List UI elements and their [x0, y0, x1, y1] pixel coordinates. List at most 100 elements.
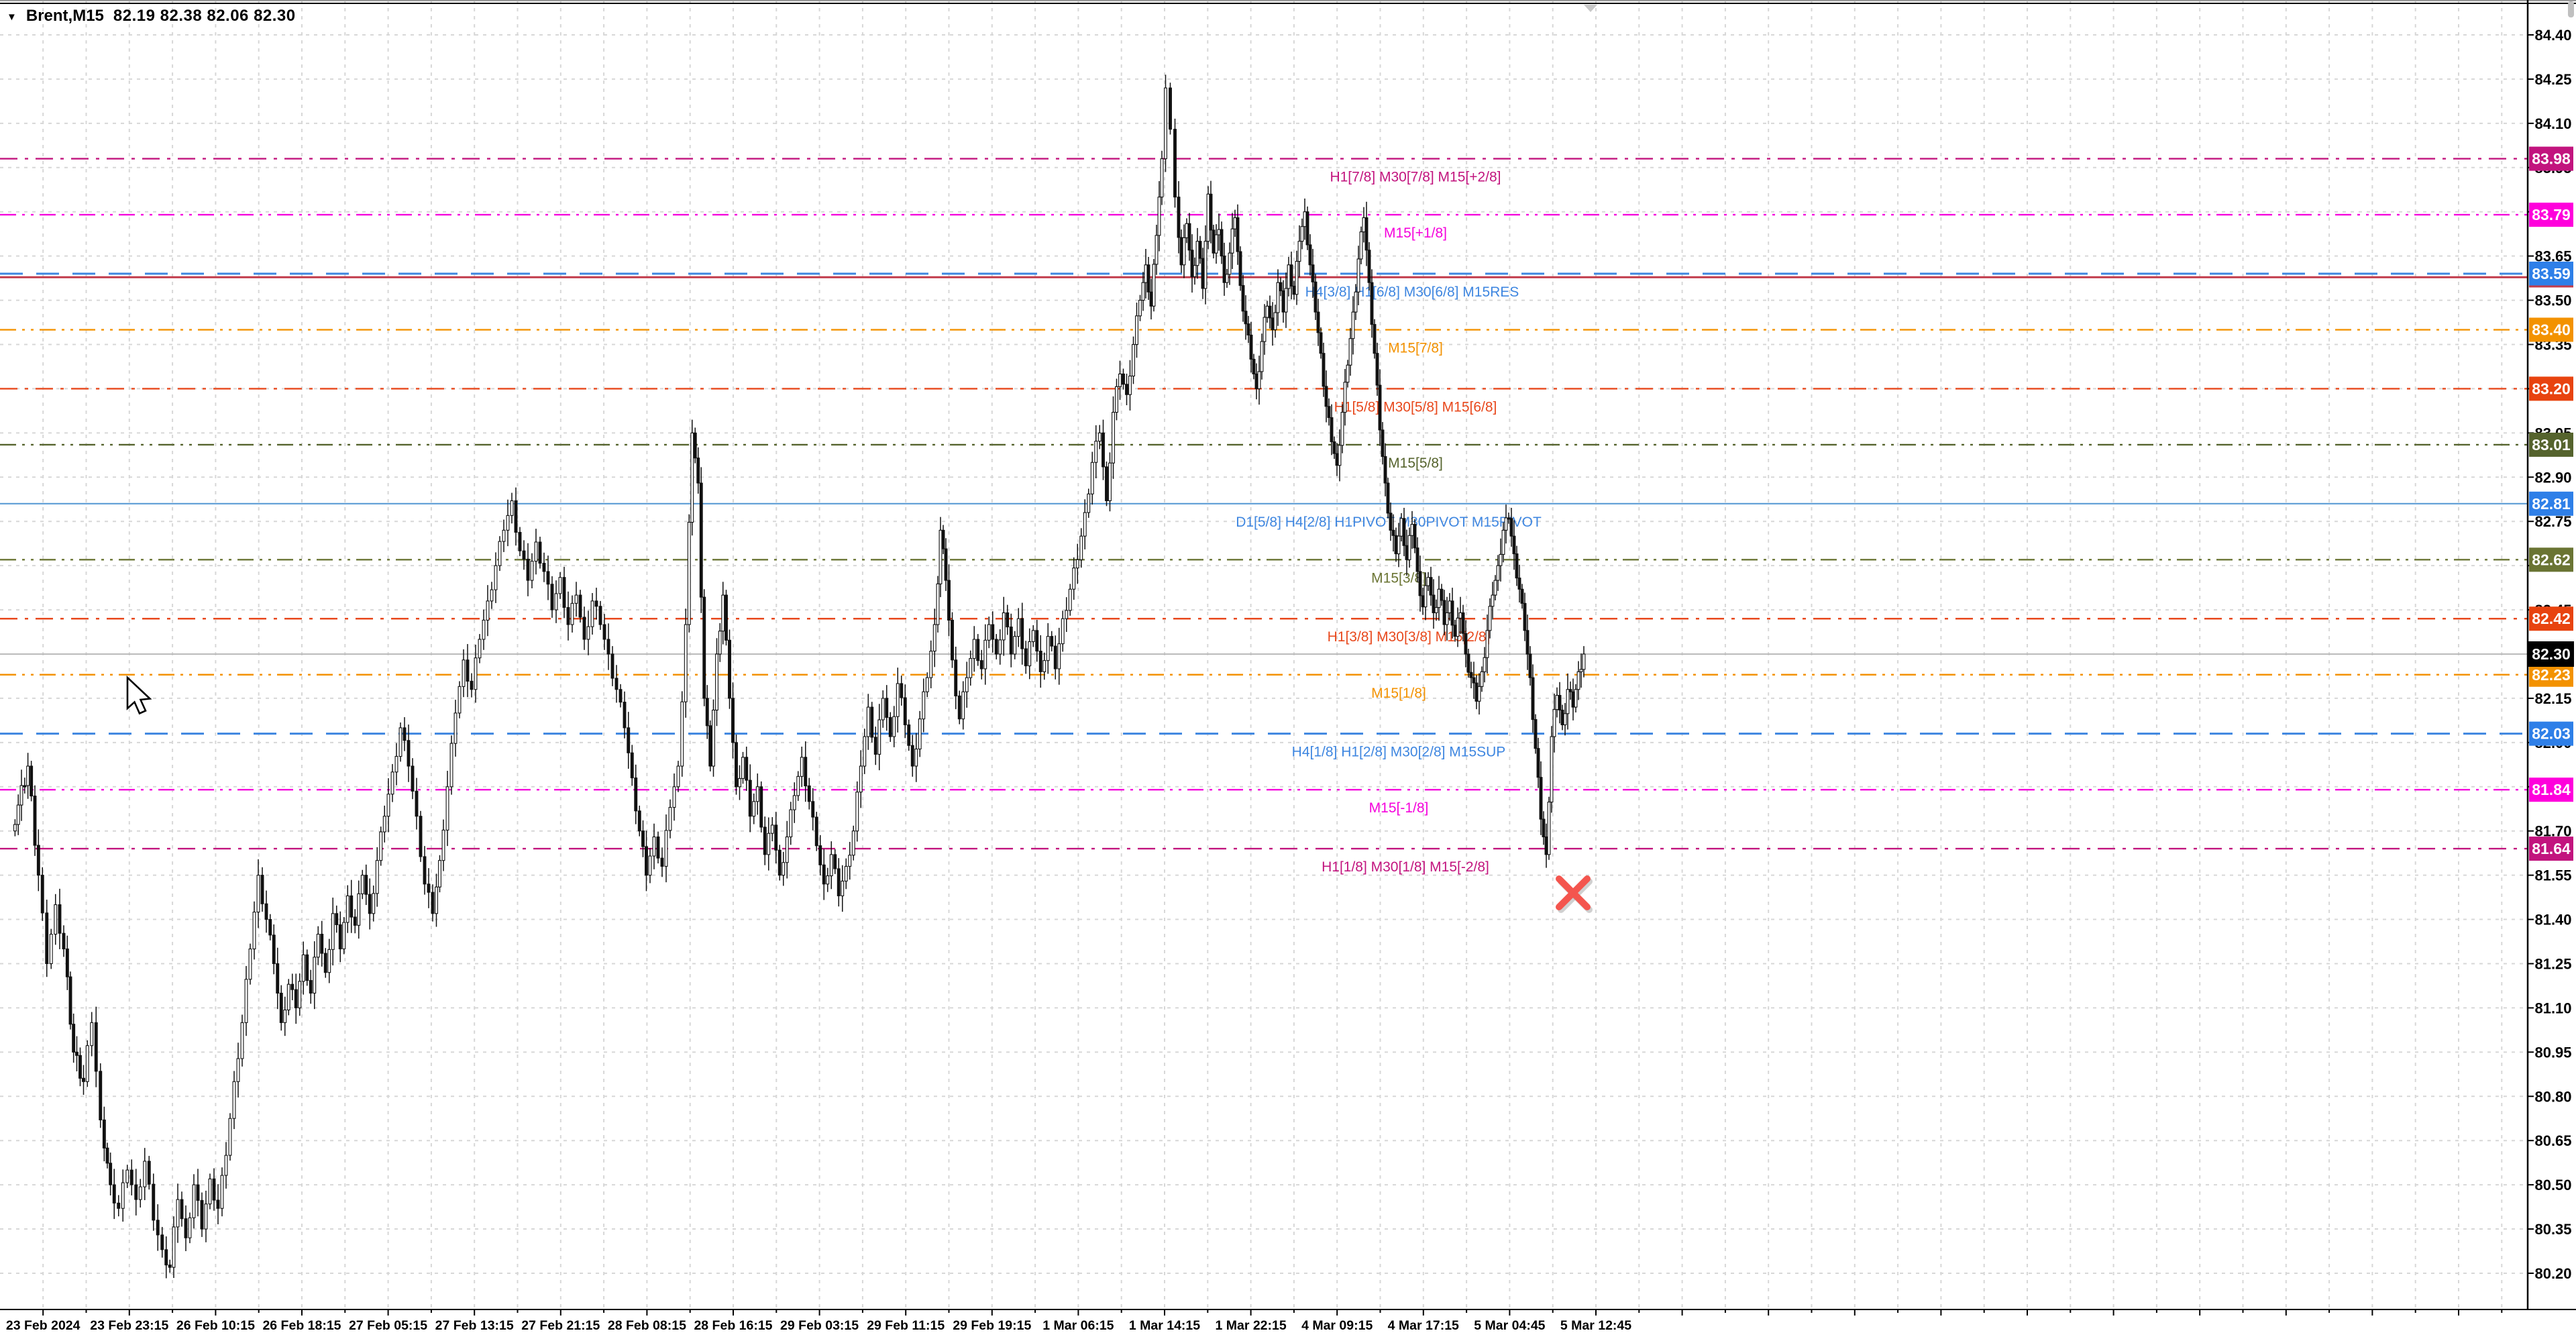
candle-body — [1300, 226, 1304, 242]
candle-body — [770, 824, 774, 834]
candle-body — [94, 1022, 98, 1072]
candle-body — [1493, 580, 1497, 596]
time-tick-label: 1 Mar 22:15 — [1215, 1318, 1286, 1333]
scrollbar-thumb[interactable] — [2568, 1, 2574, 17]
candle-body — [1330, 417, 1334, 443]
candle-body — [1155, 235, 1159, 265]
candle-body — [892, 716, 896, 737]
candle-body — [598, 606, 602, 625]
candle-body — [264, 903, 268, 920]
candle-body — [375, 860, 379, 894]
candle-body — [881, 698, 885, 720]
pivot-label: H4[3/8] H1[6/8] M30[6/8] M15RES — [1305, 284, 1519, 300]
candle-body — [1057, 643, 1061, 670]
candle-body — [1507, 517, 1511, 520]
candle-body — [1381, 429, 1385, 458]
candle-body — [236, 1058, 240, 1082]
candle-body — [152, 1183, 156, 1221]
candle-body — [1418, 571, 1422, 596]
candle-body — [1141, 282, 1145, 301]
price-level-box — [2529, 376, 2573, 401]
candle-body — [1035, 630, 1039, 652]
candle-body — [72, 1024, 76, 1053]
candle-body — [829, 854, 833, 877]
candle-body — [676, 765, 680, 788]
pivot-label: M15[5/8] — [1388, 456, 1443, 471]
price-tick-label: 80.95 — [2534, 1044, 2571, 1061]
candle-body — [1128, 375, 1132, 395]
candle-body — [660, 857, 664, 867]
price-level-box — [2529, 721, 2573, 746]
time-tick-label: 5 Mar 04:45 — [1474, 1318, 1545, 1333]
candle-body — [331, 913, 335, 950]
candle-body — [316, 933, 320, 958]
price-level-box — [2529, 262, 2573, 286]
candle-body — [1118, 373, 1122, 387]
candle-body — [763, 826, 767, 855]
price-level-box — [2529, 146, 2573, 171]
candle-body — [16, 804, 20, 825]
candle-body — [804, 757, 808, 787]
price-level-box-value: 82.03 — [2532, 725, 2571, 743]
candle-body — [502, 529, 506, 542]
candle-body — [1509, 518, 1513, 537]
symbol-period-label: Brent,M15 — [25, 7, 104, 25]
candle-body — [90, 1022, 94, 1047]
candle-body — [49, 933, 53, 965]
candle-body — [1558, 694, 1562, 711]
candle-body — [1362, 217, 1366, 233]
candle-body — [1265, 305, 1269, 318]
candle-body — [652, 836, 656, 857]
candle-body — [372, 893, 376, 914]
ohlc-values: 82.19 82.38 82.06 82.30 — [113, 7, 296, 25]
candle-body — [969, 658, 973, 678]
candle-body — [914, 748, 918, 767]
candle-body — [1386, 482, 1390, 514]
candle-body — [1324, 386, 1328, 407]
candle-body — [200, 1199, 204, 1230]
candle-body — [807, 785, 811, 802]
candle-body — [309, 979, 313, 994]
candle-body — [1568, 689, 1572, 692]
candle-body — [268, 919, 272, 936]
candle-body — [1405, 545, 1409, 560]
candle-body — [327, 949, 331, 973]
candle-body — [586, 626, 590, 640]
candle-body — [782, 862, 786, 876]
candle-body — [117, 1202, 121, 1209]
candle-body — [954, 659, 958, 696]
candle-body — [745, 757, 749, 781]
candle-body — [759, 786, 763, 828]
symbol-dropdown-icon[interactable]: ▼ — [7, 11, 17, 23]
time-tick-label: 1 Mar 14:15 — [1129, 1318, 1200, 1333]
candle-body — [866, 706, 870, 737]
candle-body — [156, 1220, 160, 1236]
candle-body — [1574, 689, 1578, 708]
candle-body — [248, 948, 252, 980]
candle-body — [965, 677, 969, 692]
candle-body — [987, 624, 991, 641]
candle-body — [65, 948, 69, 977]
sell-cross-icon[interactable] — [1556, 875, 1591, 911]
candle-body — [1483, 657, 1487, 672]
time-tick-label: 29 Feb 03:15 — [780, 1318, 859, 1333]
candle-body — [1432, 594, 1436, 614]
mouse-cursor-icon — [126, 675, 152, 715]
candle-body — [785, 836, 789, 863]
candle-body — [1335, 453, 1339, 466]
candle-body — [68, 976, 72, 1025]
candle-body — [1391, 529, 1395, 536]
candle-body — [286, 983, 290, 1011]
candle-body — [1523, 602, 1527, 631]
candle-body — [1512, 535, 1516, 555]
candle-body — [423, 856, 427, 885]
candle-body — [656, 836, 660, 859]
candle-body — [774, 824, 778, 851]
candle-body — [506, 515, 510, 531]
candle-body — [1520, 588, 1524, 604]
candle-body — [1359, 231, 1363, 260]
pivot-label: M15[+1/8] — [1384, 225, 1447, 241]
price-level-box-value: 81.84 — [2532, 781, 2571, 798]
candle-body — [1228, 252, 1232, 275]
